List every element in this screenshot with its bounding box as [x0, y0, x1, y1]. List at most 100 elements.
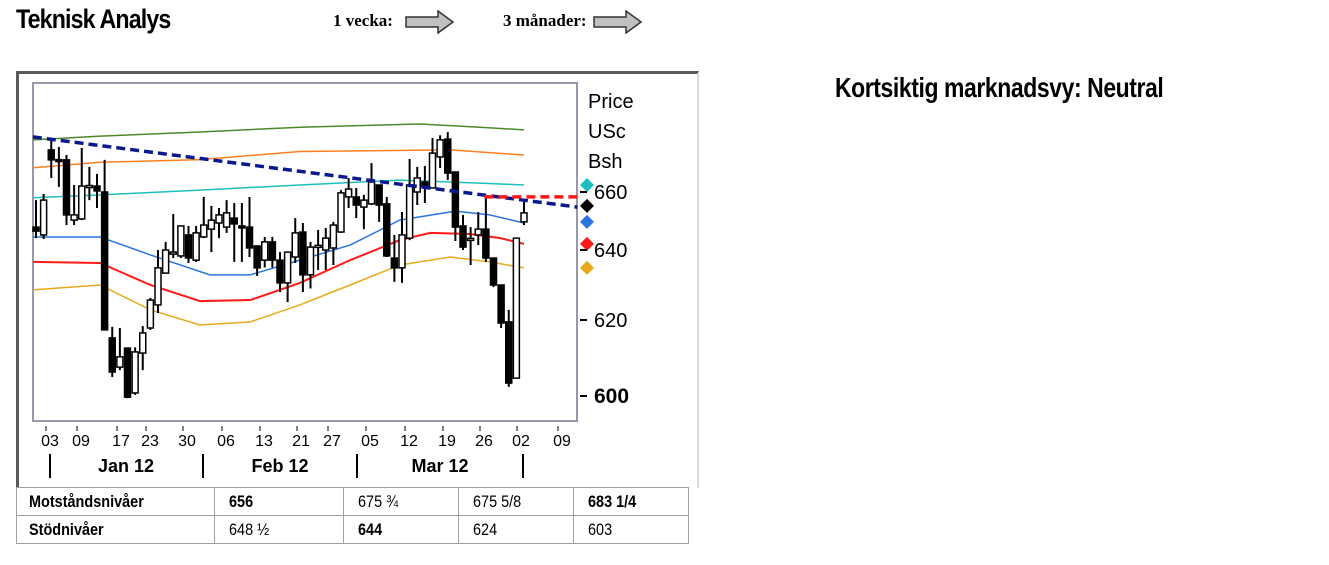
candle-body-up: [131, 351, 139, 394]
candle-body-up: [261, 241, 269, 261]
candle-body-up: [207, 219, 216, 230]
candle-body-up: [428, 152, 437, 189]
candle: [62, 155, 71, 226]
page-title: Teknisk Analys: [16, 4, 171, 34]
candle-body-down: [184, 234, 193, 259]
candle: [222, 200, 231, 233]
candle: [261, 236, 269, 268]
x-tick-label: 06: [217, 433, 235, 450]
month-label: Mar 12: [411, 456, 468, 476]
candle-body-up: [436, 139, 444, 158]
candlestick-chart: Price USc Bsh 660 640 620 600 03 09 17 23 30 06 13 21 2…: [32, 82, 634, 478]
candle-body-up: [192, 232, 200, 261]
x-tick-label: 17: [112, 433, 130, 450]
candle-body-down: [276, 259, 284, 284]
x-tick-label: 02: [512, 433, 530, 450]
candle: [451, 171, 460, 242]
candle: [55, 146, 63, 187]
horizon-3m-label: 3 månader:: [503, 10, 587, 30]
candle-body-down: [55, 158, 63, 163]
candle-body-down: [47, 149, 55, 161]
candle: [116, 327, 124, 371]
candle-body-up: [329, 224, 338, 249]
candle-body-down: [489, 257, 498, 286]
arrow-right-icon: [593, 9, 643, 35]
candle-body-up: [177, 225, 185, 257]
candle: [123, 347, 132, 399]
chart-frame: [16, 71, 699, 488]
candle: [32, 200, 40, 239]
level-cell: 675 5/8: [458, 487, 574, 516]
candle: [337, 190, 345, 233]
candle: [47, 138, 55, 178]
candle: [276, 252, 284, 292]
candle: [352, 187, 360, 219]
row-label: Stödnivåer: [16, 515, 215, 544]
level-marker-diamond: [580, 198, 594, 213]
candle: [329, 221, 338, 266]
candle-body-up: [146, 299, 155, 329]
band-lower-2-line: [32, 256, 525, 326]
candle-body-up: [78, 185, 86, 220]
candle: [177, 225, 185, 259]
candle-body-up: [466, 237, 475, 242]
candle: [291, 218, 299, 263]
candle: [299, 223, 307, 292]
candle-body-up: [169, 251, 177, 255]
candle-body-up: [337, 192, 345, 233]
candle: [200, 196, 208, 239]
x-tick-label: 09: [553, 433, 571, 450]
level-cell: 624: [458, 515, 574, 544]
candle: [139, 326, 147, 371]
level-marker-diamond: [580, 236, 594, 251]
candle: [268, 236, 277, 268]
x-tick-label: 19: [438, 433, 456, 450]
candle-body-down: [459, 225, 467, 248]
candle: [154, 250, 162, 313]
candle: [215, 207, 223, 239]
candle-body-up: [283, 251, 292, 284]
candle-body-up: [306, 246, 315, 276]
candle: [520, 201, 528, 226]
y-tick-label: 600: [594, 385, 629, 408]
x-tick-label: 03: [41, 433, 59, 450]
band-upper-1-line: [32, 179, 525, 199]
candle: [398, 212, 406, 283]
row-label: Motståndsnivåer: [16, 487, 215, 516]
level-marker-diamond: [580, 177, 594, 192]
candle: [383, 196, 391, 257]
candle-body-up: [139, 332, 147, 354]
candle-body-up: [405, 184, 414, 239]
candle: [459, 214, 467, 250]
x-tick-label: 23: [141, 433, 159, 450]
candle-body-down: [299, 231, 307, 276]
x-tick-label: 05: [361, 433, 379, 450]
candle: [283, 251, 292, 303]
candle: [436, 135, 444, 168]
candle-body-up: [116, 356, 124, 368]
candle: [322, 227, 330, 270]
candle: [360, 194, 368, 230]
candle: [230, 203, 238, 262]
candle: [466, 227, 475, 266]
candle-body-up: [520, 212, 528, 223]
candle: [238, 203, 246, 262]
candle-body-up: [367, 181, 376, 205]
candle-body-down: [238, 225, 246, 229]
candle-body-down: [390, 257, 399, 269]
candle-body-down: [32, 226, 40, 232]
y-axis-title: Bsh: [588, 151, 622, 173]
level-cell: 644: [343, 515, 459, 544]
band-upper-2-line: [32, 149, 525, 169]
candle: [161, 241, 170, 274]
candle-body-up: [154, 267, 162, 306]
candle: [39, 194, 48, 239]
candle: [169, 214, 177, 259]
candle-body-up: [200, 224, 208, 238]
candle: [146, 297, 155, 330]
candle-body-down: [497, 284, 505, 324]
candle: [85, 166, 94, 201]
candle-body-up: [344, 188, 353, 198]
candle: [390, 234, 399, 282]
candle-body-up: [291, 232, 299, 258]
